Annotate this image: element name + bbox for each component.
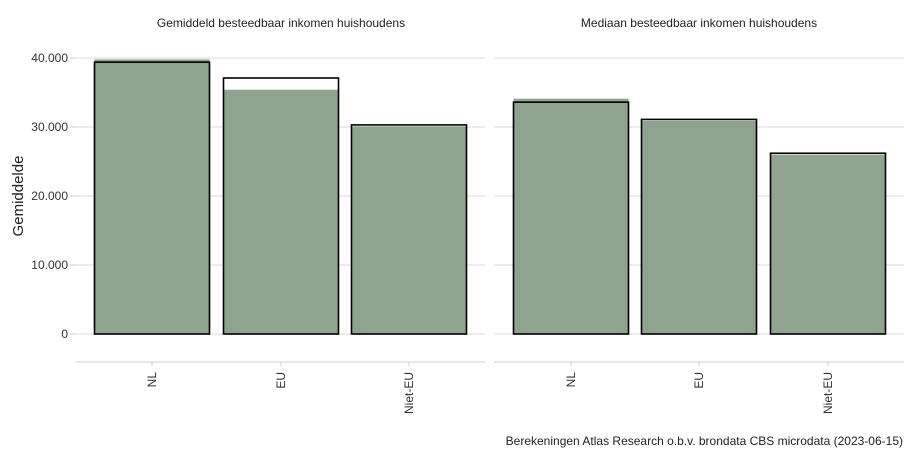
panel-title-left: Gemiddeld besteedbaar inkomen huishouden…: [157, 16, 405, 30]
bar-outline-nl: [512, 101, 630, 335]
x-tick-label: NL: [564, 372, 578, 388]
y-tick-label: 40.000: [31, 51, 68, 65]
bar-fill-eu: [641, 120, 757, 334]
bar-outline-niet-eu: [769, 152, 887, 335]
bar-fill-niet-eu: [351, 126, 467, 334]
bar-fill-nl: [94, 59, 210, 334]
x-tick-label: Niet-EU: [821, 372, 835, 414]
bar-outline-niet-eu: [350, 124, 468, 335]
bar-outline-eu: [222, 77, 340, 335]
y-axis-title: Gemiddelde: [10, 156, 27, 237]
y-tick-label: 20.000: [31, 189, 68, 203]
bar-fill-eu: [223, 89, 339, 335]
source-caption: Berekeningen Atlas Research o.b.v. brond…: [506, 434, 903, 448]
y-tick-label: 0: [61, 327, 68, 341]
bar-outline-eu: [640, 118, 758, 335]
x-tick-label: NL: [145, 372, 159, 388]
x-tick-label: EU: [274, 372, 288, 389]
bar-outline-nl: [93, 61, 211, 335]
x-tick-label: Niet-EU: [402, 372, 416, 414]
panel-title-right: Mediaan besteedbaar inkomen huishoudens: [581, 16, 817, 30]
bar-fill-nl: [513, 98, 629, 335]
y-tick-label: 10.000: [31, 258, 68, 272]
bar-fill-niet-eu: [770, 154, 886, 334]
bar-layer: [93, 59, 887, 335]
y-tick-label: 30.000: [31, 120, 68, 134]
x-tick-label: EU: [692, 372, 706, 389]
axis-layer: NL EU Niet-EU NL EU Niet-EU 0 10.000 20.000 30.00…: [31, 51, 904, 414]
